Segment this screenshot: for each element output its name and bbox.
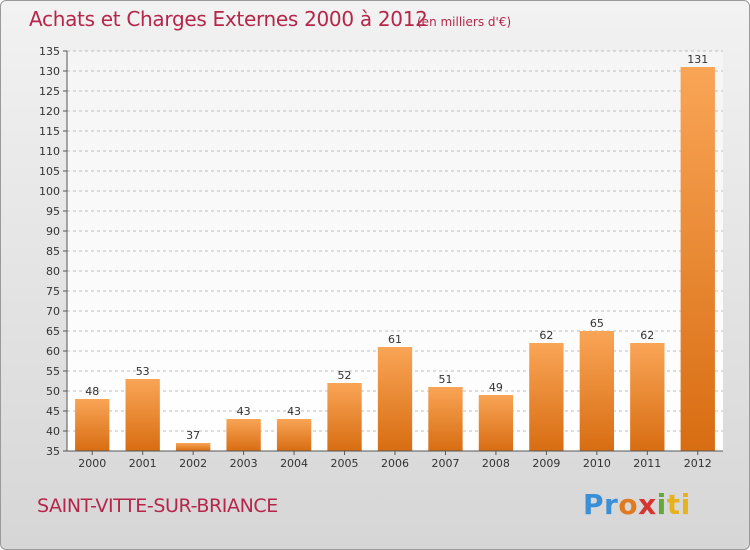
y-tick-label: 95 [46, 205, 60, 218]
data-label: 131 [687, 53, 708, 66]
x-tick-label: 2011 [633, 457, 661, 470]
x-tick-label: 2006 [381, 457, 409, 470]
y-tick-label: 110 [39, 145, 60, 158]
y-tick-label: 60 [46, 345, 60, 358]
y-tick-label: 50 [46, 385, 60, 398]
bar [226, 419, 261, 451]
y-tick-label: 100 [39, 185, 60, 198]
y-tick-label: 65 [46, 325, 60, 338]
bar [478, 395, 514, 451]
y-tick-label: 90 [46, 225, 60, 238]
proxiti-logo: Proxiti [583, 488, 691, 521]
bar [529, 343, 564, 451]
y-tick-label: 45 [46, 405, 60, 418]
y-tick-label: 135 [39, 45, 60, 58]
logo-part: i [656, 488, 667, 521]
data-label: 43 [287, 405, 301, 418]
data-label: 43 [237, 405, 251, 418]
x-tick-label: 2012 [684, 457, 712, 470]
bar [125, 379, 160, 451]
data-label: 62 [539, 329, 553, 342]
x-tick-label: 2000 [78, 457, 106, 470]
bar [630, 343, 665, 451]
data-label: 37 [186, 429, 200, 442]
bar [327, 383, 362, 451]
x-tick-label: 2010 [583, 457, 611, 470]
data-label: 48 [85, 385, 99, 398]
x-tick-label: 2005 [331, 457, 359, 470]
bar [175, 443, 211, 451]
x-tick-label: 2009 [532, 457, 560, 470]
bar [428, 387, 463, 451]
x-tick-label: 2002 [179, 457, 207, 470]
logo-part: ti [666, 488, 691, 521]
bar [377, 347, 413, 451]
bar [75, 399, 110, 451]
bar [579, 331, 615, 451]
data-label: 62 [640, 329, 654, 342]
x-tick-label: 2008 [482, 457, 510, 470]
x-tick-label: 2007 [431, 457, 459, 470]
y-tick-label: 70 [46, 305, 60, 318]
data-label: 65 [590, 317, 604, 330]
data-label: 49 [489, 381, 503, 394]
chart-title: Achats et Charges Externes 2000 à 2012 [29, 7, 428, 31]
y-tick-label: 55 [46, 365, 60, 378]
x-tick-label: 2001 [129, 457, 157, 470]
bar [680, 67, 715, 451]
logo-part: x [638, 488, 657, 521]
bar [276, 419, 312, 451]
y-tick-label: 40 [46, 425, 60, 438]
data-label: 51 [438, 373, 452, 386]
y-tick-label: 35 [46, 445, 60, 458]
chart-unit: (en milliers d'€) [417, 15, 512, 29]
x-tick-label: 2004 [280, 457, 308, 470]
y-tick-label: 115 [39, 125, 60, 138]
logo-part: o [618, 488, 639, 521]
data-label: 52 [338, 369, 352, 382]
y-tick-label: 125 [39, 85, 60, 98]
y-tick-label: 80 [46, 265, 60, 278]
y-tick-label: 120 [39, 105, 60, 118]
x-tick-label: 2003 [230, 457, 258, 470]
data-label: 53 [136, 365, 150, 378]
y-tick-label: 75 [46, 285, 60, 298]
y-tick-label: 85 [46, 245, 60, 258]
commune-name: SAINT-VITTE-SUR-BRIANCE [37, 495, 278, 517]
logo-part: Pr [583, 488, 619, 521]
y-tick-label: 105 [39, 165, 60, 178]
y-tick-label: 130 [39, 65, 60, 78]
data-label: 61 [388, 333, 402, 346]
